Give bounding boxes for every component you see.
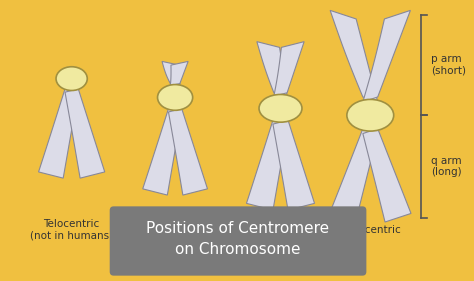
Polygon shape (257, 42, 287, 96)
Text: p arm
(short): p arm (short) (431, 54, 466, 76)
Polygon shape (274, 42, 304, 96)
Text: Acrocentric: Acrocentric (146, 225, 205, 235)
Ellipse shape (56, 67, 87, 90)
Polygon shape (329, 129, 378, 222)
Text: Positions of Centromere: Positions of Centromere (146, 221, 329, 236)
Text: on Chromosome: on Chromosome (175, 243, 301, 257)
Text: q arm
(long): q arm (long) (431, 156, 461, 177)
Text: Metacentric: Metacentric (339, 225, 401, 235)
Polygon shape (363, 10, 410, 102)
Polygon shape (273, 120, 315, 210)
Polygon shape (330, 10, 378, 102)
Text: Submetacentric: Submetacentric (239, 225, 322, 235)
Ellipse shape (347, 99, 394, 131)
Polygon shape (162, 62, 180, 86)
Ellipse shape (157, 85, 192, 110)
Polygon shape (38, 89, 78, 178)
Polygon shape (363, 129, 411, 222)
Ellipse shape (259, 94, 302, 122)
Polygon shape (170, 62, 188, 86)
Polygon shape (246, 120, 288, 210)
Polygon shape (65, 89, 105, 178)
Polygon shape (168, 109, 208, 195)
Text: Telocentric
(not in humans): Telocentric (not in humans) (30, 219, 113, 241)
Polygon shape (143, 109, 182, 195)
FancyBboxPatch shape (109, 206, 366, 276)
